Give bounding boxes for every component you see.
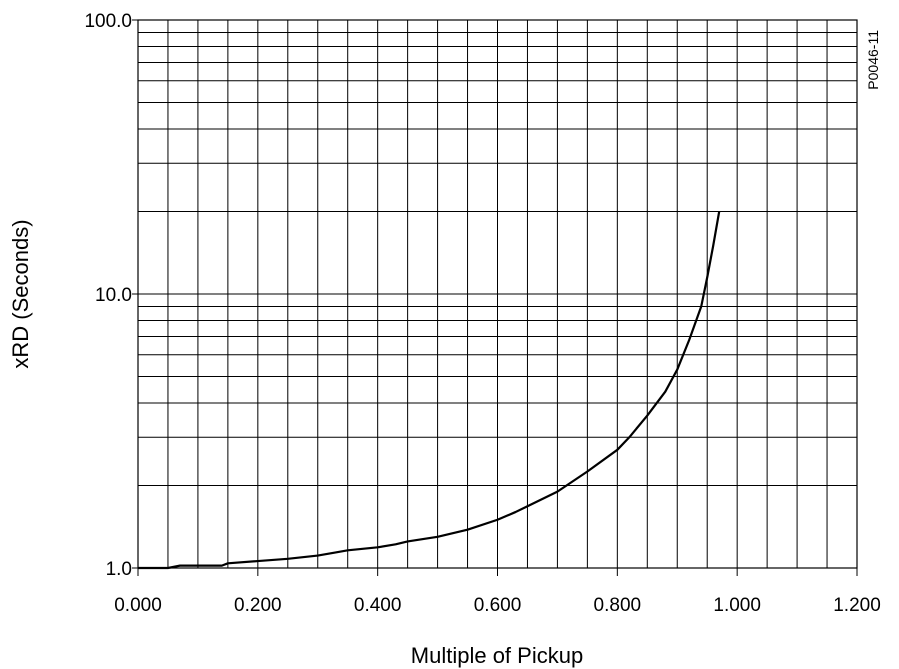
x-tick-label: 0.600 xyxy=(474,595,522,616)
y-tick-label: 10.0 xyxy=(95,285,132,306)
series-line xyxy=(138,211,721,570)
x-tick-label: 1.000 xyxy=(713,595,761,616)
y-axis-label: xRD (Seconds) xyxy=(8,219,33,368)
x-tick-label: 0.000 xyxy=(114,595,162,616)
x-axis-label: Multiple of Pickup xyxy=(411,643,583,668)
x-tick-label: 1.200 xyxy=(833,595,881,616)
grid xyxy=(138,20,857,568)
x-tick-label: 0.400 xyxy=(354,595,402,616)
y-tick-label: 100.0 xyxy=(84,11,132,32)
x-tick-label: 0.200 xyxy=(234,595,282,616)
y-tick-label: 1.0 xyxy=(106,559,132,580)
x-ticks: 0.000 0.200 0.400 0.600 0.800 1.000 1.200 xyxy=(114,568,881,616)
y-ticks: 1.0 10.0 100.0 xyxy=(84,11,138,580)
figure-id-label: P0046-11 xyxy=(865,30,881,90)
x-tick-label: 0.800 xyxy=(594,595,642,616)
